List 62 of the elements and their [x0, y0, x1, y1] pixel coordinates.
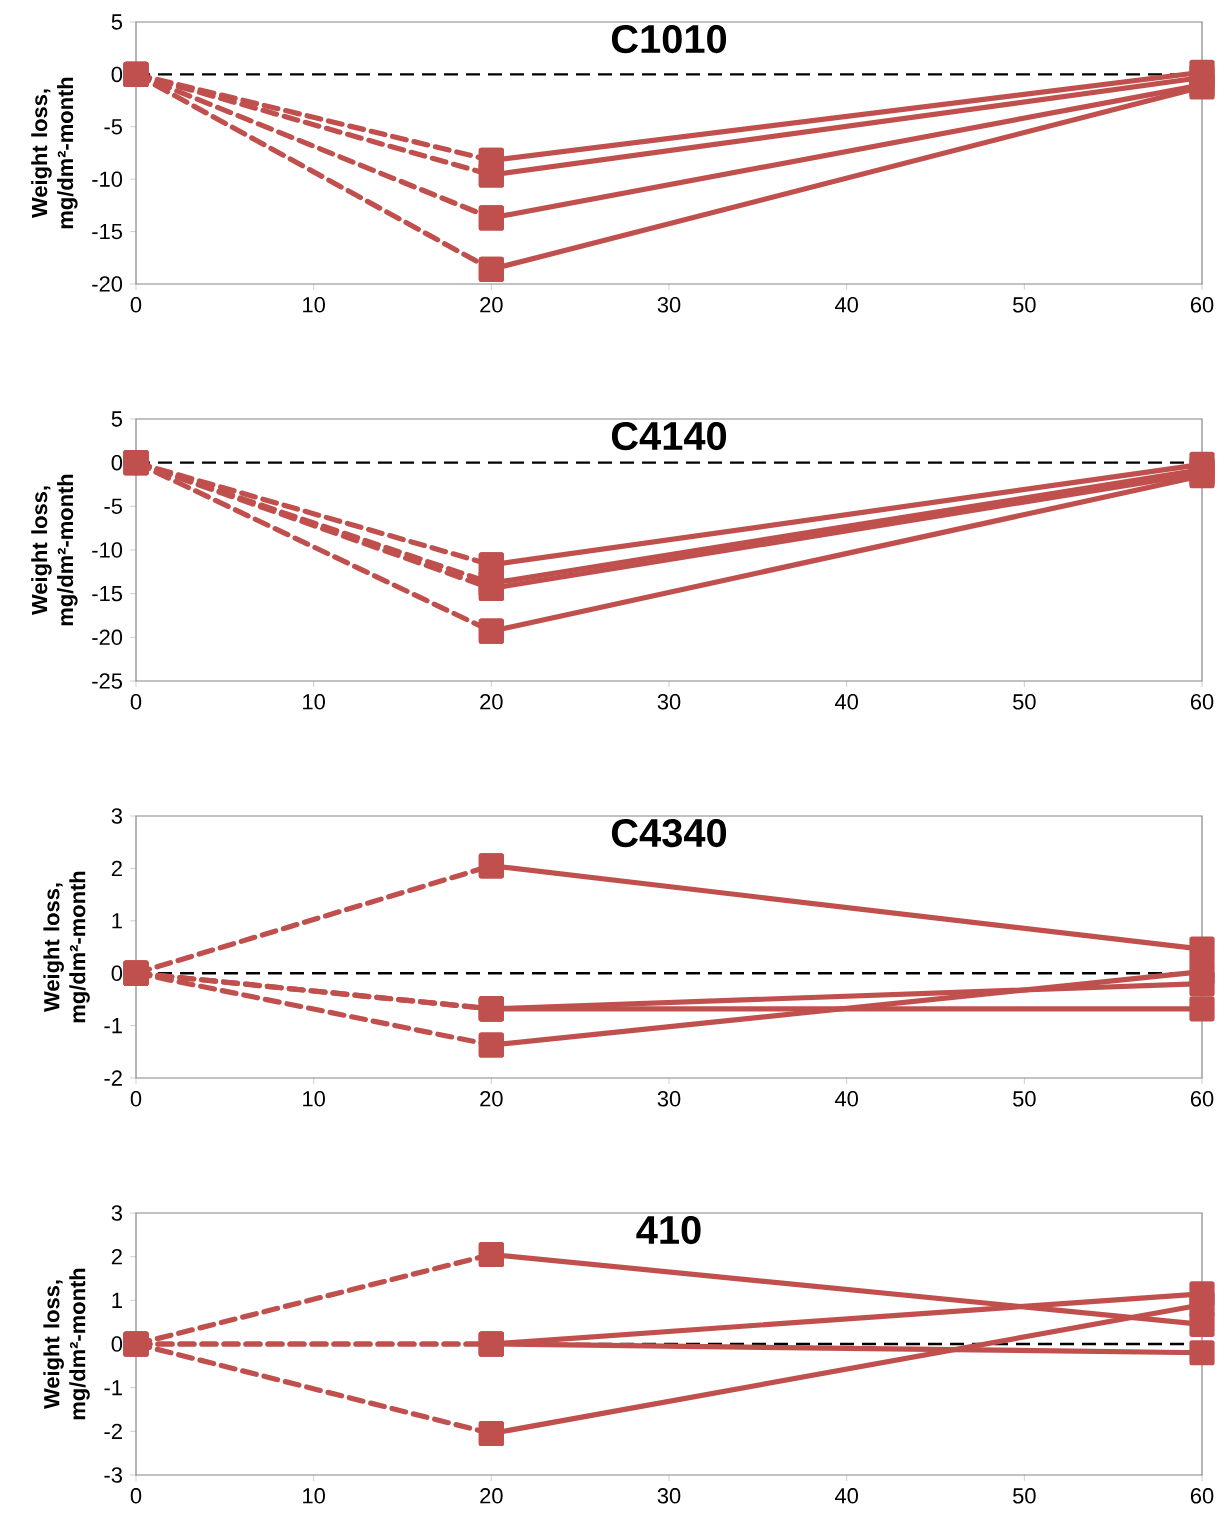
chart-title: C1010: [611, 24, 727, 54]
x-tick-label: 40: [834, 694, 858, 710]
x-tick-label: 20: [480, 297, 503, 313]
x-tick-label: 40: [834, 1091, 858, 1107]
y-tick-label: 3: [111, 808, 122, 824]
x-tick-label: 10: [303, 1091, 325, 1107]
y-tick-label: 0: [111, 454, 123, 471]
y-tick-label: -10: [92, 542, 123, 558]
y-tick-label: -2: [104, 1070, 122, 1086]
y-tick-label: 5: [111, 14, 123, 30]
y-tick-label: 0: [111, 965, 123, 981]
y-tick-label: -10: [92, 171, 123, 187]
x-tick-label: 50: [1013, 1091, 1036, 1107]
x-tick-label: 20: [480, 694, 503, 710]
y-tick-label: 2: [111, 860, 122, 877]
y-tick-label: -20: [92, 629, 123, 646]
x-tick-label: 10: [303, 694, 325, 710]
y-tick-label: 2: [111, 1249, 122, 1265]
y-tick-label: -5: [104, 498, 123, 514]
x-tick-label: 50: [1013, 1488, 1036, 1504]
y-tick-label: -15: [92, 586, 123, 602]
x-tick-label: 30: [657, 1091, 681, 1107]
x-tick-label: 60: [1190, 1488, 1214, 1504]
x-tick-label: 40: [834, 1488, 858, 1504]
y-tick-label: -20: [92, 276, 123, 292]
x-tick-label: 50: [1013, 694, 1036, 710]
y-tick-label: 5: [111, 411, 123, 427]
x-tick-label: 60: [1190, 1091, 1214, 1107]
y-axis-title: Weight loss, mg/dm²-month: [43, 871, 90, 1023]
x-tick-label: 30: [657, 297, 681, 313]
y-axis-title: Weight loss, mg/dm²-month: [31, 77, 78, 229]
y-tick-label: -15: [92, 223, 123, 240]
x-tick-label: 10: [303, 1488, 325, 1504]
y-tick-label: -2: [104, 1423, 122, 1439]
x-tick-label: 20: [480, 1488, 503, 1504]
x-tick-label: 30: [657, 694, 681, 710]
x-tick-label: 0: [130, 297, 142, 313]
y-tick-label: 3: [111, 1205, 122, 1221]
y-axis-title: Weight loss, mg/dm²-month: [43, 1268, 90, 1420]
x-tick-label: 60: [1190, 694, 1214, 710]
y-tick-label: -1: [104, 1380, 122, 1396]
chart-title: C4140: [611, 421, 727, 451]
y-tick-label: 1: [112, 913, 122, 929]
y-tick-label: 0: [111, 66, 123, 83]
x-tick-label: 60: [1190, 297, 1214, 313]
x-tick-label: 0: [130, 1488, 142, 1504]
x-tick-label: 0: [130, 694, 142, 710]
y-tick-label: -25: [92, 673, 123, 689]
y-tick-label: -5: [104, 119, 123, 135]
x-tick-label: 20: [480, 1091, 503, 1107]
x-tick-label: 30: [657, 1488, 681, 1504]
y-axis-title: Weight loss, mg/dm²-month: [31, 474, 78, 626]
x-tick-label: 10: [303, 297, 325, 313]
y-tick-label: 0: [111, 1336, 123, 1352]
y-tick-label: -1: [104, 1018, 122, 1034]
y-tick-label: -3: [104, 1467, 122, 1483]
x-tick-label: 40: [834, 297, 858, 313]
chart-title: C4340: [611, 818, 727, 848]
chart-title: 410: [636, 1215, 701, 1245]
x-tick-label: 50: [1013, 297, 1036, 313]
x-tick-label: 0: [130, 1091, 142, 1107]
y-tick-label: 1: [112, 1292, 122, 1308]
